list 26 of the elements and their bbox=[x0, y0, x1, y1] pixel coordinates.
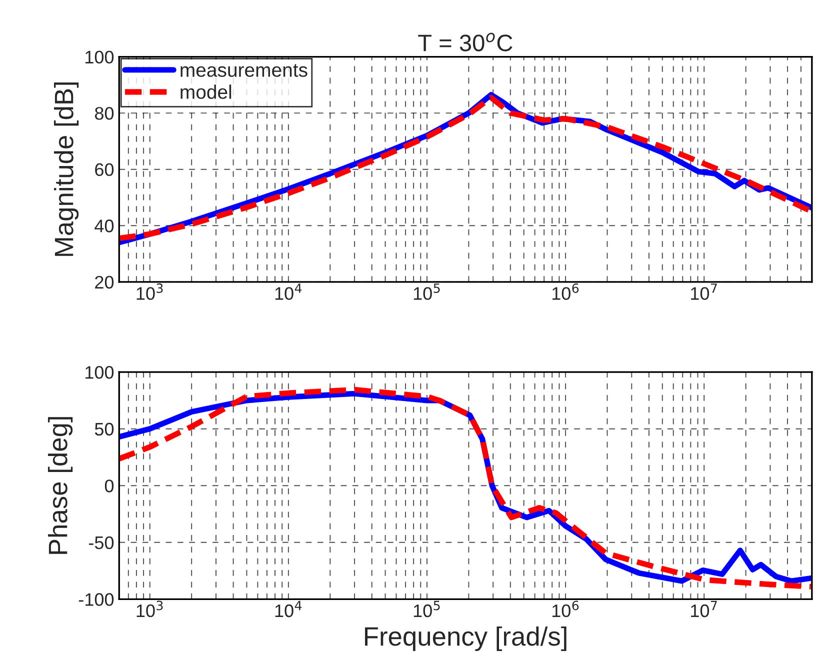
y-tick-label: 100 bbox=[86, 50, 114, 64]
y-tick-label: 80 bbox=[94, 106, 114, 120]
y-tick-label: 20 bbox=[95, 276, 114, 289]
y-tick-label: 100 bbox=[86, 366, 114, 379]
x-tick-label: 10$^{3}$ bbox=[136, 600, 163, 618]
x-tick-label: 10$^{5}$ bbox=[414, 284, 440, 300]
x-tick-label: 10$^{6}$ bbox=[552, 600, 579, 618]
legend-label: model bbox=[180, 84, 232, 99]
x-tick-label: 10$^{4}$ bbox=[275, 600, 302, 618]
legend-label: measurements bbox=[180, 64, 308, 77]
x-tick-label: 10$^{5}$ bbox=[414, 600, 440, 618]
chart-title: T = 30$^{o}$C bbox=[418, 32, 512, 52]
y-axis-title: Phase [deg] bbox=[48, 417, 73, 554]
x-tick-label: 10$^{3}$ bbox=[136, 283, 163, 300]
y-tick-label: 0 bbox=[104, 480, 114, 492]
x-tick-label: 10$^{7}$ bbox=[691, 600, 717, 618]
x-tick-label: 10$^{7}$ bbox=[691, 284, 717, 300]
y-tick-label: 40 bbox=[94, 220, 114, 232]
y-axis-title: Magnitude [dB] bbox=[54, 82, 79, 256]
y-tick-label: -50 bbox=[88, 536, 114, 550]
y-tick-label: 60 bbox=[95, 163, 114, 176]
x-tick-label: 10$^{6}$ bbox=[552, 283, 579, 300]
x-tick-label: 10$^{4}$ bbox=[275, 284, 302, 300]
y-tick-label: -100 bbox=[78, 593, 114, 606]
x-axis-title: Frequency [rad/s] bbox=[365, 626, 566, 652]
y-tick-label: 50 bbox=[94, 422, 114, 436]
